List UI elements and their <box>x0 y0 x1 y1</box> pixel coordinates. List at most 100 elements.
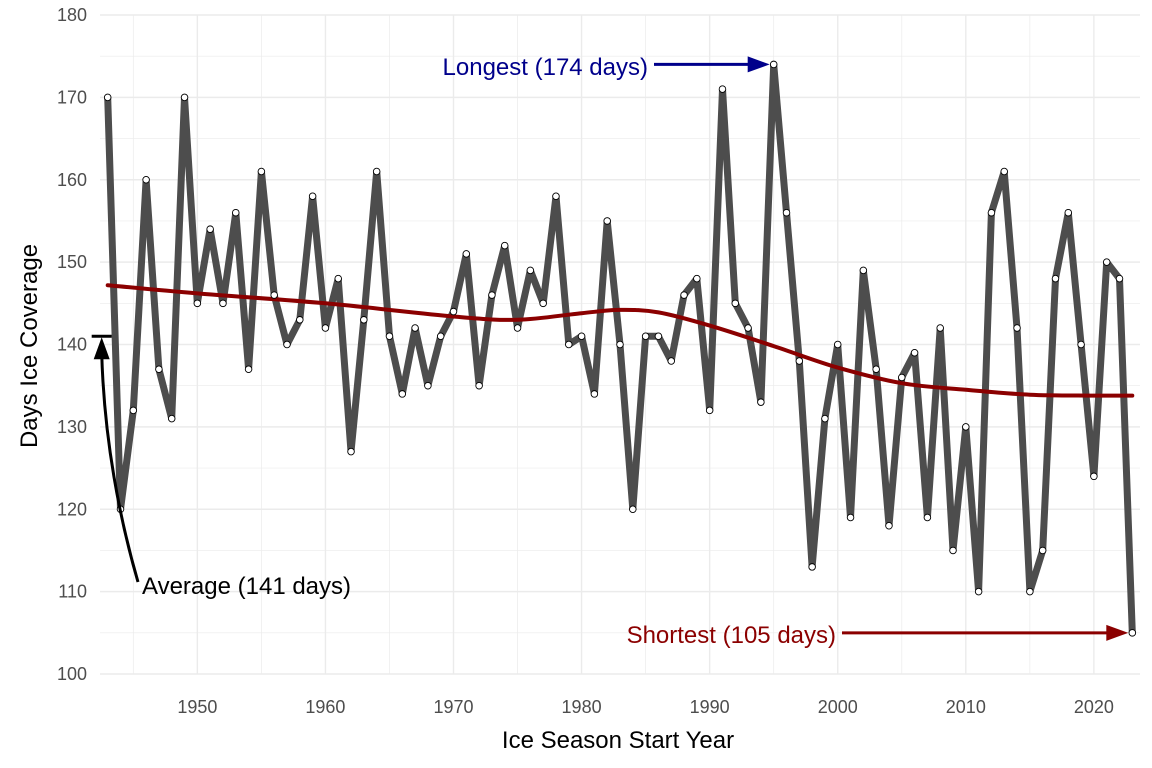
data-point <box>885 521 893 530</box>
data-point <box>641 332 650 341</box>
data-point <box>577 332 586 341</box>
data-point <box>949 546 957 555</box>
data-point <box>795 357 804 365</box>
data-point <box>590 390 599 398</box>
data-point <box>565 340 573 349</box>
y-tick-label: 130 <box>57 417 87 437</box>
y-tick-label: 180 <box>57 5 87 25</box>
trend-layer <box>105 283 1135 398</box>
data-point <box>462 250 471 258</box>
annotations <box>91 56 1129 641</box>
data-point <box>629 505 637 514</box>
data-point <box>270 291 278 299</box>
data-point <box>360 316 368 324</box>
data-point <box>808 563 816 571</box>
data-point <box>219 299 227 308</box>
y-axis-tick-labels: 100 110 120 130 140 150 160 170 180 <box>57 5 87 684</box>
data-point <box>936 324 944 332</box>
longest-annotation-label: Longest (174 days) <box>443 54 648 81</box>
y-tick-label: 150 <box>57 252 87 272</box>
data-point <box>436 332 445 341</box>
x-axis-tick-labels: 1950 1960 1970 1980 1990 2000 2010 2020 <box>177 697 1114 717</box>
data-point <box>129 406 138 415</box>
data-point <box>757 398 765 406</box>
x-tick-label: 2000 <box>818 697 858 717</box>
data-point <box>872 365 880 373</box>
data-point <box>257 167 266 176</box>
shortest-annotation-label: Shortest (105 days) <box>627 622 836 649</box>
data-point <box>283 340 291 349</box>
data-point <box>296 316 304 324</box>
y-tick-label: 170 <box>57 87 87 107</box>
average-arrow-head <box>93 337 110 360</box>
data-point <box>1026 587 1034 596</box>
average-arrow-shaft <box>100 352 140 583</box>
data-point <box>705 406 714 415</box>
data-point <box>667 357 675 365</box>
data-point <box>372 167 381 176</box>
x-axis-title: Ice Season Start Year <box>502 727 734 754</box>
y-tick-label: 120 <box>57 499 87 519</box>
data-point <box>846 513 855 522</box>
data-point <box>1051 274 1060 283</box>
x-tick-label: 1970 <box>433 697 473 717</box>
data-point <box>1000 167 1008 176</box>
y-axis-title: Days Ice Coverage <box>16 244 43 448</box>
data-point <box>513 324 522 332</box>
data-point <box>693 274 701 283</box>
data-point <box>232 208 240 217</box>
data-point <box>603 217 611 225</box>
data-point <box>974 587 983 596</box>
data-point <box>539 299 547 308</box>
data-points <box>103 60 1137 637</box>
data-point <box>654 332 663 341</box>
data-point <box>103 93 112 102</box>
trend-line <box>105 283 1135 398</box>
data-point <box>987 208 996 217</box>
data-point <box>334 274 342 283</box>
x-tick-label: 1990 <box>690 697 730 717</box>
data-point <box>821 414 829 423</box>
longest-arrow-head <box>747 56 770 73</box>
data-point <box>718 85 727 93</box>
data-point <box>1038 546 1047 555</box>
y-tick-label: 160 <box>57 170 87 190</box>
y-tick-label: 110 <box>58 582 87 602</box>
major-gridlines <box>100 14 1140 675</box>
data-point <box>500 241 509 250</box>
data-point <box>744 324 752 332</box>
data-point <box>180 93 189 102</box>
data-point <box>424 381 432 390</box>
x-tick-label: 1980 <box>562 697 602 717</box>
data-point <box>769 60 778 69</box>
data-point <box>193 299 202 308</box>
data-point <box>308 192 317 200</box>
shortest-arrow-head <box>1106 624 1129 641</box>
data-point <box>731 299 740 308</box>
data-point <box>1115 274 1124 283</box>
data-point <box>910 348 919 357</box>
data-point <box>398 390 407 398</box>
data-point <box>1013 324 1021 332</box>
data-point <box>244 365 253 373</box>
data-point <box>962 423 970 431</box>
data-point <box>1102 258 1111 266</box>
data-point <box>616 340 624 349</box>
data-point <box>142 175 150 184</box>
data-point <box>347 447 355 456</box>
y-tick-label: 140 <box>57 335 87 355</box>
average-annotation-label: Average (141 days) <box>142 573 351 600</box>
data-point <box>1128 629 1137 637</box>
x-tick-label: 2010 <box>946 697 986 717</box>
data-point <box>475 381 483 390</box>
data-point <box>167 414 176 423</box>
x-tick-label: 1950 <box>177 697 217 717</box>
data-point <box>206 225 214 233</box>
data-point <box>526 266 535 275</box>
data-point <box>923 513 932 522</box>
data-point <box>552 192 560 200</box>
data-point <box>833 340 842 349</box>
data-point <box>680 291 688 299</box>
y-tick-label: 100 <box>57 664 87 684</box>
